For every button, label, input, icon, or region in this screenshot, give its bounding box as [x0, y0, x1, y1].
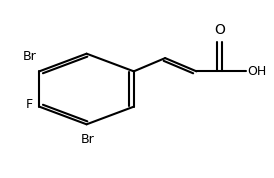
Text: O: O: [215, 23, 226, 37]
Text: Br: Br: [23, 49, 37, 62]
Text: F: F: [25, 98, 33, 111]
Text: OH: OH: [247, 65, 266, 78]
Text: Br: Br: [81, 133, 95, 146]
